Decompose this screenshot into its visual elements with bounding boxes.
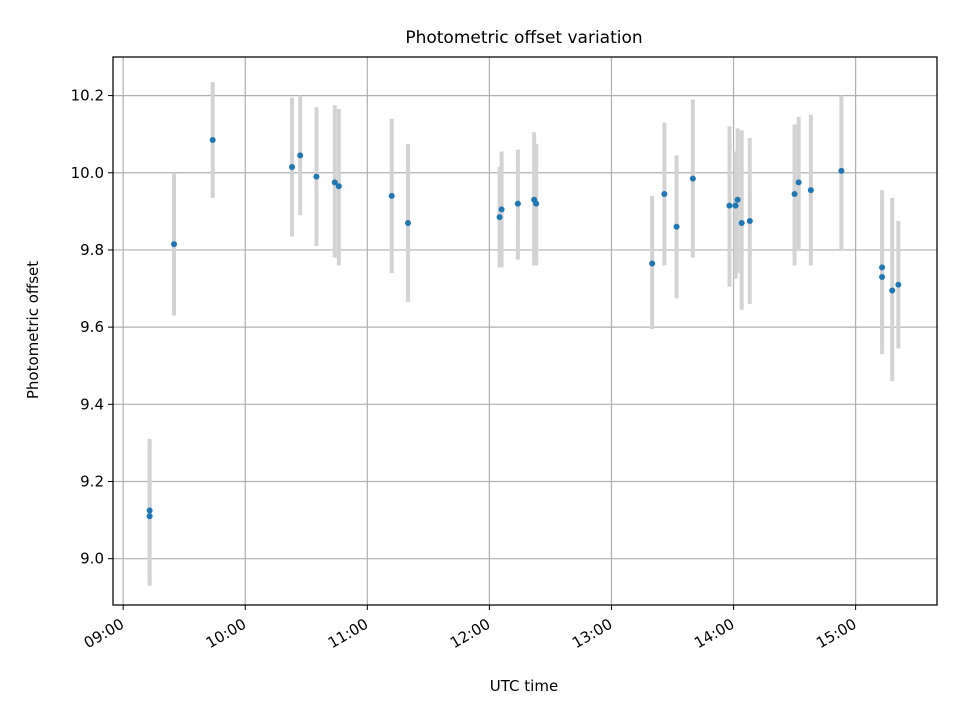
data-point xyxy=(738,219,745,226)
y-axis-label: Photometric offset xyxy=(24,261,42,399)
y-tick-label: 9.0 xyxy=(80,550,104,568)
data-point xyxy=(289,163,296,170)
data-point xyxy=(726,202,733,209)
y-tick-label: 10.2 xyxy=(71,87,104,105)
data-point xyxy=(734,196,741,203)
data-point xyxy=(331,179,338,186)
data-point xyxy=(838,167,845,174)
data-point xyxy=(405,219,412,226)
data-point xyxy=(673,223,680,230)
data-points xyxy=(146,136,902,520)
data-point xyxy=(895,281,902,288)
data-point xyxy=(795,179,802,186)
y-axis-ticks: 9.0 9.2 9.4 9.6 9.8 10.0 10.2 xyxy=(71,87,113,568)
y-tick-label: 9.4 xyxy=(80,395,104,413)
data-point xyxy=(514,200,521,207)
data-point xyxy=(313,173,320,180)
y-tick-label: 9.2 xyxy=(80,473,104,491)
data-point xyxy=(388,192,395,199)
y-tick-label: 9.6 xyxy=(80,318,104,336)
data-point xyxy=(496,214,503,221)
data-point xyxy=(171,241,178,248)
data-point xyxy=(146,513,153,520)
data-point xyxy=(889,287,896,294)
chart-title: Photometric offset variation xyxy=(405,28,642,48)
data-point xyxy=(879,264,886,271)
data-point xyxy=(533,200,540,207)
data-point xyxy=(649,260,656,267)
data-point xyxy=(146,507,153,514)
x-axis-label: UTC time xyxy=(490,677,558,695)
data-point xyxy=(689,175,696,182)
y-tick-label: 10.0 xyxy=(71,164,104,182)
data-point xyxy=(661,191,668,197)
data-point xyxy=(732,202,739,209)
y-tick-label: 9.8 xyxy=(80,241,104,259)
data-point xyxy=(807,187,814,194)
data-point xyxy=(879,273,886,280)
data-point xyxy=(297,152,304,159)
data-point xyxy=(335,183,342,190)
data-point xyxy=(209,136,216,143)
data-point xyxy=(746,218,753,225)
plot-frame xyxy=(112,56,938,606)
data-point xyxy=(791,191,798,197)
data-point xyxy=(498,206,505,213)
